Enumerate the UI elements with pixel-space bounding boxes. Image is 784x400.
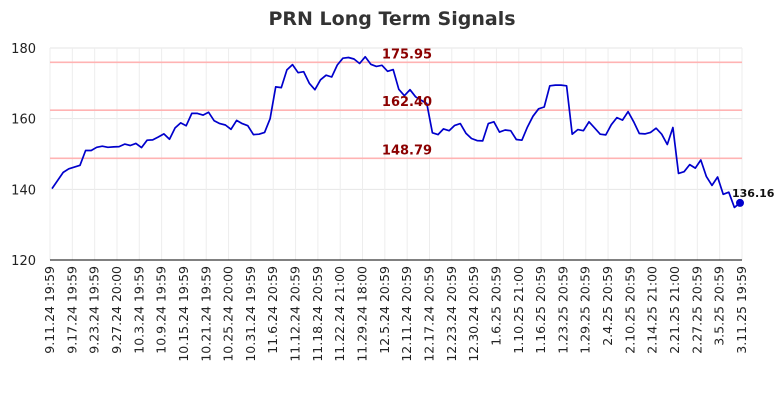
x-tick-label: 2.4.25 20:59 bbox=[600, 266, 615, 346]
x-tick-label: 10.3.24 19:59 bbox=[131, 266, 146, 354]
x-tick-label: 9.11.24 19:59 bbox=[42, 266, 57, 354]
x-tick-label: 9.27.24 20:00 bbox=[109, 266, 124, 354]
x-tick-label: 2.10.25 20:59 bbox=[622, 266, 637, 354]
x-tick-label: 12.17.24 20:59 bbox=[421, 266, 436, 362]
x-tick-label: 10.9.24 19:59 bbox=[154, 266, 169, 354]
signal-lines bbox=[50, 61, 742, 160]
x-tick-label: 10.15.24 19:59 bbox=[176, 266, 191, 362]
x-tick-label: 2.14.25 21:00 bbox=[645, 266, 660, 354]
x-tick-label: 12.23.24 20:59 bbox=[444, 266, 459, 362]
x-tick-label: 1.23.25 20:59 bbox=[555, 266, 570, 354]
x-tick-label: 11.12.24 20:59 bbox=[288, 266, 303, 362]
chart-title: PRN Long Term Signals bbox=[268, 8, 515, 30]
x-tick-label: 9.23.24 19:59 bbox=[87, 266, 102, 354]
x-tick-label: 1.16.25 20:59 bbox=[533, 266, 548, 354]
x-tick-label: 2.27.25 20:59 bbox=[689, 266, 704, 354]
x-tick-label: 9.17.24 19:59 bbox=[64, 266, 79, 354]
grid bbox=[49, 47, 743, 261]
last-value-label: 136.16 bbox=[732, 187, 775, 200]
x-tick-label: 11.22.24 21:00 bbox=[332, 266, 347, 362]
signal-line-label: 175.95 bbox=[382, 47, 432, 62]
signal-line-label: 148.79 bbox=[382, 143, 432, 158]
x-tick-label: 1.10.25 21:00 bbox=[511, 266, 526, 354]
signal-line-label: 162.40 bbox=[382, 95, 432, 110]
x-tick-label: 12.30.24 20:59 bbox=[466, 266, 481, 362]
x-tick-label: 11.6.24 20:59 bbox=[265, 266, 280, 354]
x-tick-label: 12.5.24 20:59 bbox=[377, 266, 392, 354]
x-tick-label: 1.29.25 20:59 bbox=[578, 266, 593, 354]
x-tick-label: 11.29.24 18:00 bbox=[355, 266, 370, 362]
y-tick-label: 140 bbox=[11, 183, 36, 198]
x-tick-label: 12.11.24 20:59 bbox=[399, 266, 414, 362]
x-tick-label: 10.21.24 19:59 bbox=[198, 266, 213, 362]
x-tick-label: 2.21.25 21:00 bbox=[667, 266, 682, 354]
axes: 120 140 160 180 9.11.24 19:59 9.17.24 19:59 9.… bbox=[11, 42, 749, 362]
x-tick-label: 1.6.25 20:59 bbox=[488, 266, 503, 346]
x-tick-label: 10.25.24 20:00 bbox=[221, 266, 236, 362]
x-tick-label: 11.18.24 20:59 bbox=[310, 266, 325, 362]
y-tick-label: 160 bbox=[11, 113, 36, 128]
last-value-point bbox=[736, 198, 744, 207]
series-layer bbox=[51, 55, 744, 209]
price-series-line bbox=[51, 55, 741, 209]
x-tick-label: 10.31.24 19:59 bbox=[243, 266, 258, 362]
annotations: 175.95 162.40 148.79 136.16 bbox=[382, 47, 775, 200]
y-tick-label: 120 bbox=[11, 254, 36, 269]
y-tick-label: 180 bbox=[11, 42, 36, 57]
x-tick-label: 3.11.25 19:59 bbox=[734, 266, 749, 354]
x-tick-label: 3.5.25 20:59 bbox=[712, 266, 727, 346]
